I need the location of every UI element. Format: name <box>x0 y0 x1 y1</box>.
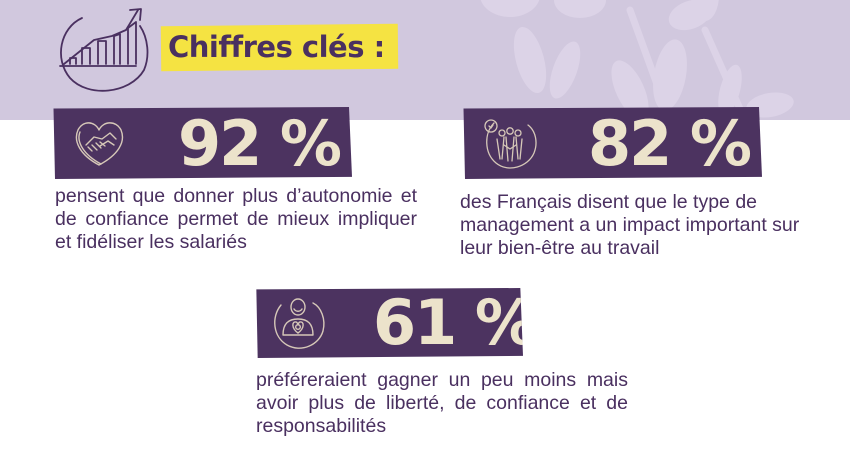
group-people-icon <box>484 119 537 169</box>
person-heart-icon <box>274 298 325 349</box>
stat-banner-3: 61 % <box>256 288 523 358</box>
page-title: Chiffres clés : <box>168 30 385 64</box>
stat-banner-2: 82 % <box>463 107 762 180</box>
stat-description: pensent que donner plus d’autonomie et d… <box>55 185 417 253</box>
stat-value: 82 % <box>588 107 752 180</box>
stat-value: 92 % <box>178 107 342 180</box>
stat-description: préféreraient gagner un peu moins mais a… <box>256 369 628 437</box>
decorative-plant-icon <box>480 0 794 120</box>
stat-value: 61 % <box>373 286 535 359</box>
header-band: Chiffres clés : <box>0 0 850 120</box>
growth-chart-icon <box>59 8 149 92</box>
stat-description: des Français disent que le type de manag… <box>460 191 800 259</box>
handshake-heart-icon <box>75 122 124 166</box>
stat-banner-1: 92 % <box>53 107 352 180</box>
